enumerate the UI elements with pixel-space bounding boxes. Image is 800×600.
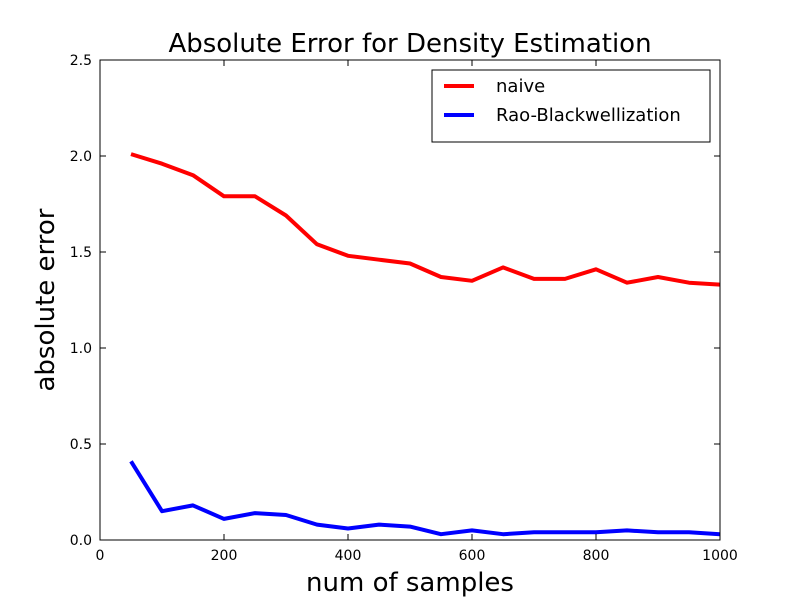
y-tick-label: 0.5 [70,437,92,453]
axes-layer: 0 200 400 600 800 1000 0.0 0.5 1.0 1.5 2.0 2.5 [70,53,738,564]
legend-box [431,69,711,143]
series-layer [129,152,721,537]
legend-label-2: Rao-Blackwellization [496,105,681,126]
y-tick-label: 1.0 [70,341,92,357]
y-axis-label: absolute error [31,208,61,391]
y-tick-label: 0.0 [70,533,92,549]
chart-title: Absolute Error for Density Estimation [168,29,651,59]
x-axis-label: num of samples [306,568,514,598]
y-tick-label: 2.5 [70,53,92,69]
x-tick-label: 200 [211,548,238,564]
x-tick-label: 800 [583,548,610,564]
legend: naive Rao-Blackwellization [431,69,711,143]
plot-frame [99,59,721,541]
x-tick-label: 600 [459,548,486,564]
x-tick-label: 400 [335,548,362,564]
y-tick-label: 1.5 [70,245,92,261]
x-tick-label: 1000 [702,548,738,564]
x-tick-label: 0 [96,548,105,564]
series-line-2 [129,460,721,537]
y-tick-label: 2.0 [70,149,92,165]
legend-label-1: naive [496,76,545,97]
series-line-1 [130,152,721,287]
